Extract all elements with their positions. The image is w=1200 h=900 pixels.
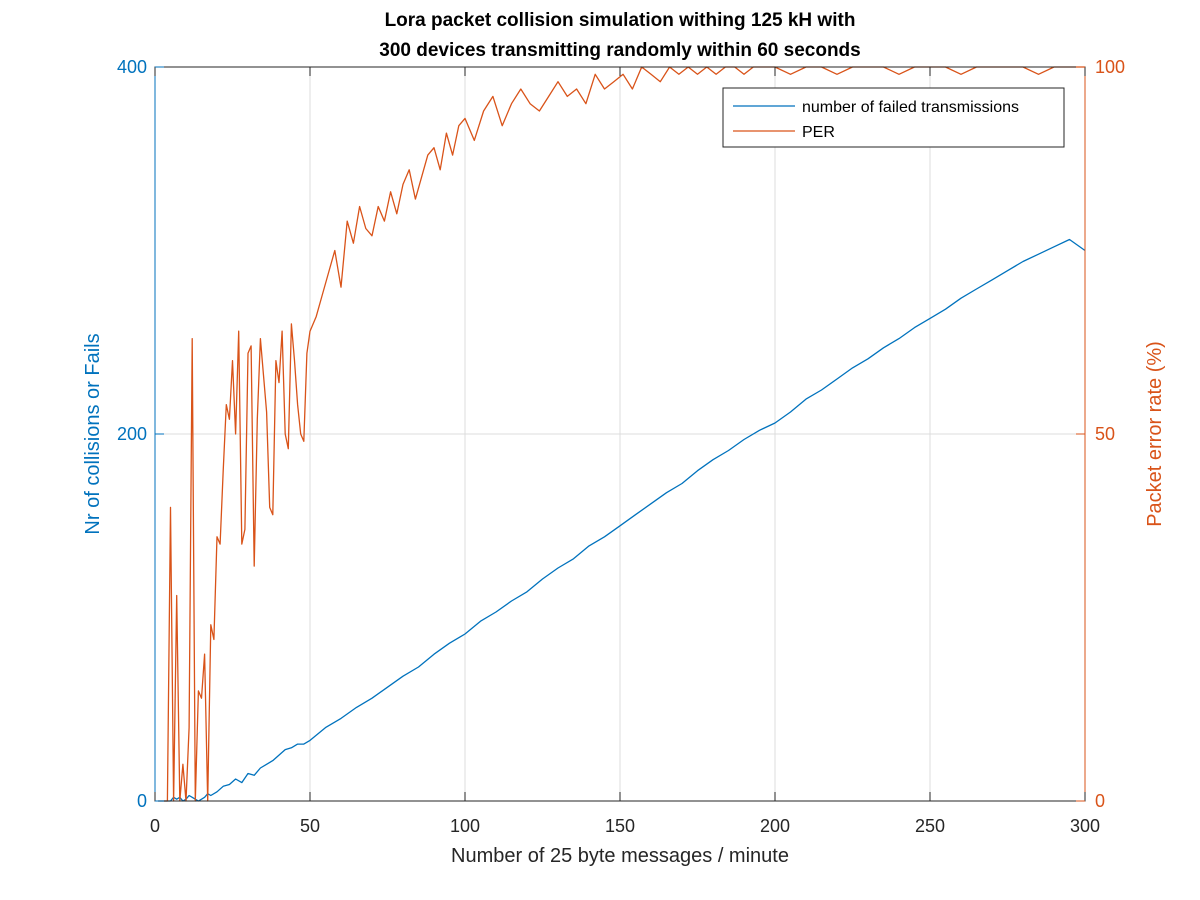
legend-box bbox=[722, 87, 1065, 148]
right-y-tick-label: 50 bbox=[1095, 424, 1115, 444]
right-y-tick-label: 0 bbox=[1095, 791, 1105, 811]
axis-ticks: 0 50 100 150 200 250 300 0 200 400 0 50 100 bbox=[117, 57, 1125, 836]
x-axis-label: Number of 25 byte messages / minute bbox=[451, 845, 789, 867]
series-line-failed-transmissions bbox=[158, 238, 1086, 802]
chart-title-line-1: Lora packet collision simulation withing… bbox=[385, 10, 856, 31]
left-y-axis-label: Nr of collisions or Fails bbox=[82, 333, 104, 534]
x-tick-label: 300 bbox=[1070, 816, 1100, 836]
left-y-tick-label: 200 bbox=[117, 424, 147, 444]
x-tick-label: 200 bbox=[760, 816, 790, 836]
chart-title-line-2: 300 devices transmitting randomly within… bbox=[379, 40, 861, 61]
x-tick-label: 250 bbox=[915, 816, 945, 836]
left-y-tick-label: 0 bbox=[137, 791, 147, 811]
legend-label-failed-transmissions: number of failed transmissions bbox=[802, 99, 1019, 116]
x-tick-label: 50 bbox=[300, 816, 320, 836]
right-y-axis-label: Packet error rate (%) bbox=[1144, 341, 1166, 527]
right-y-tick-label: 100 bbox=[1095, 57, 1125, 77]
left-y-tick-label: 400 bbox=[117, 57, 147, 77]
x-tick-label: 100 bbox=[450, 816, 480, 836]
legend-label-per: PER bbox=[802, 124, 835, 141]
x-tick-label: 150 bbox=[605, 816, 635, 836]
legend: number of failed transmissions PER bbox=[722, 87, 1065, 148]
grid-lines bbox=[155, 67, 1085, 801]
x-tick-label: 0 bbox=[150, 816, 160, 836]
